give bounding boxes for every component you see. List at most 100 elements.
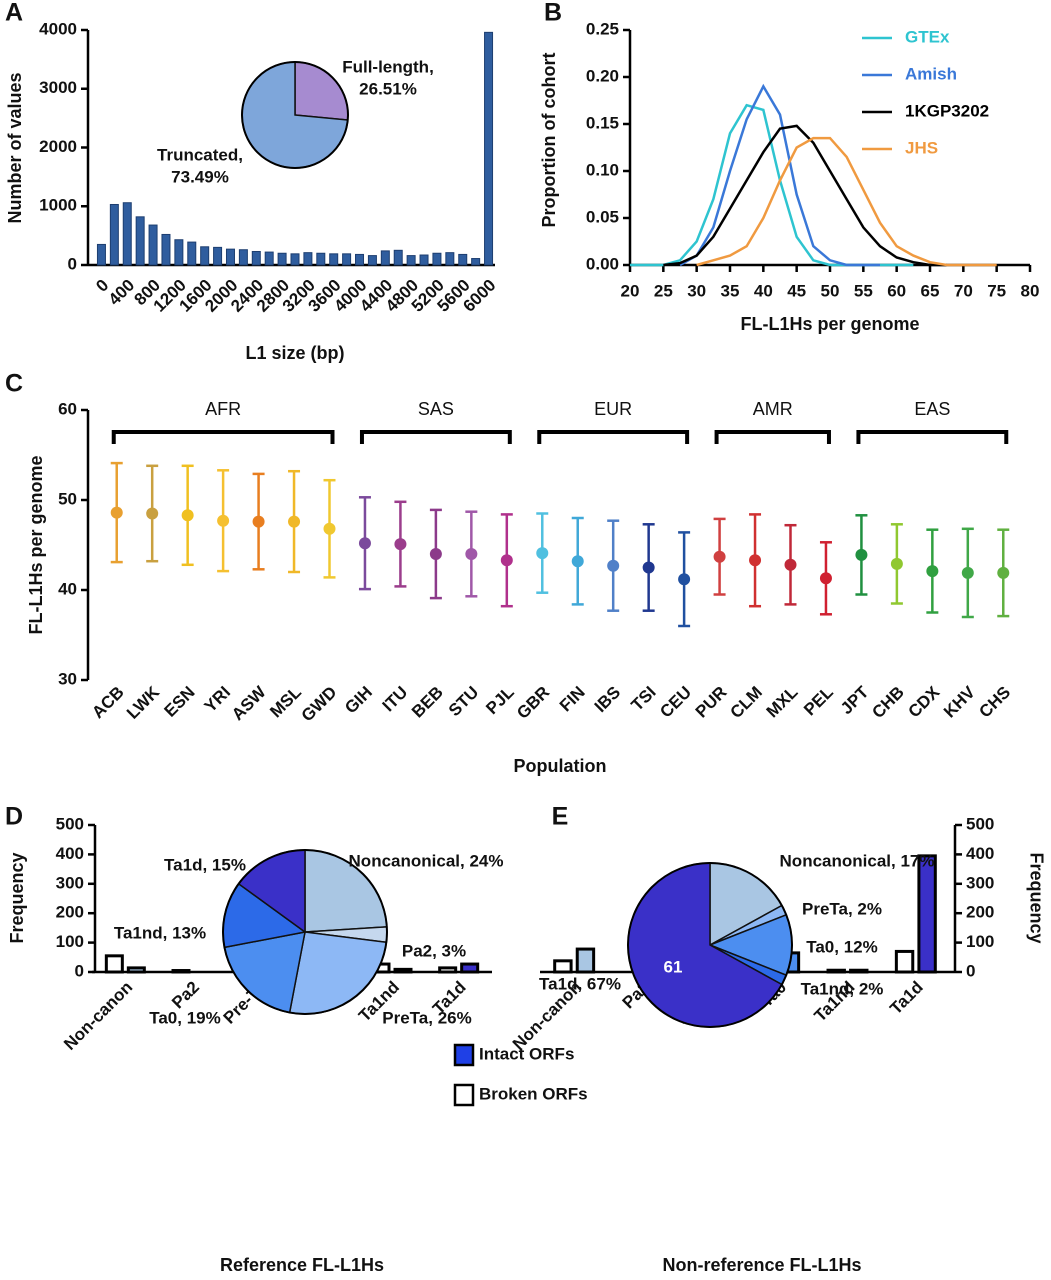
legend-label: Intact ORFs xyxy=(479,1044,574,1063)
bar xyxy=(277,252,287,266)
group-bracket xyxy=(359,430,512,444)
x-tick-label: Ta1d xyxy=(886,978,927,1019)
x-tick-label: ITU xyxy=(379,683,412,716)
y-tick-label: 300 xyxy=(966,873,994,892)
y-tick-label: 60 xyxy=(58,399,77,418)
y-tick-label: 400 xyxy=(966,844,994,863)
mean-point xyxy=(678,573,691,586)
group-bracket xyxy=(111,430,335,444)
x-tick-label: PJL xyxy=(482,683,517,718)
y-tick-label: 3000 xyxy=(39,78,77,97)
group-bracket xyxy=(856,430,1009,444)
mean-point xyxy=(784,558,797,571)
x-tick-label: 25 xyxy=(654,281,673,300)
mean-point xyxy=(713,550,726,563)
bar xyxy=(438,966,458,974)
bar xyxy=(238,249,248,266)
bar xyxy=(148,224,158,266)
bar xyxy=(329,253,339,266)
bar xyxy=(484,31,494,266)
pie-annotation: 61 xyxy=(664,957,683,976)
pie-value-label: 26.51% xyxy=(359,79,417,98)
pie-label: Ta1d, 67% xyxy=(539,974,621,993)
x-tick-label: 70 xyxy=(954,281,973,300)
x-tick-label: MSL xyxy=(266,683,305,722)
y-tick-label: 0.10 xyxy=(586,160,619,179)
legend-label: JHS xyxy=(905,138,938,157)
bar xyxy=(104,954,124,974)
group-label: AMR xyxy=(753,399,793,419)
x-tick-label: PUR xyxy=(692,683,731,722)
bar xyxy=(316,252,326,266)
x-tick-label: 35 xyxy=(721,281,740,300)
pie-label: Ta0, 19% xyxy=(149,1008,221,1027)
x-tick-label: LWK xyxy=(123,682,164,723)
mean-point xyxy=(181,509,194,522)
x-tick-label: 50 xyxy=(821,281,840,300)
group-label: EAS xyxy=(914,399,950,419)
x-tick-label: 80 xyxy=(1021,281,1040,300)
bar xyxy=(894,949,915,974)
x-tick-label: CHS xyxy=(975,683,1014,722)
mean-point xyxy=(394,538,407,551)
x-tick-label: 65 xyxy=(921,281,940,300)
mean-point xyxy=(926,565,939,578)
y-axis-title: Frequency xyxy=(7,852,27,943)
group-bracket xyxy=(714,430,831,444)
bar xyxy=(406,255,416,266)
mean-point xyxy=(323,522,336,535)
line-series xyxy=(696,136,997,267)
x-axis-title: Population xyxy=(514,756,607,776)
x-tick-label: STU xyxy=(445,683,482,720)
mean-point xyxy=(146,507,159,520)
bar xyxy=(122,202,132,266)
x-axis-title: Non-reference FL-L1Hs xyxy=(662,1255,861,1275)
panel-letter: A xyxy=(5,0,23,27)
pie-label: Noncanonical, 24% xyxy=(349,851,504,870)
y-tick-label: 2000 xyxy=(39,137,77,156)
mean-point xyxy=(536,547,549,560)
bar xyxy=(826,968,846,974)
y-tick-label: 0 xyxy=(68,254,77,273)
x-tick-label: IBS xyxy=(591,683,624,716)
y-tick-label: 30 xyxy=(58,669,77,688)
mean-point xyxy=(642,561,655,574)
y-tick-label: 0.00 xyxy=(586,254,619,273)
legend-swatch xyxy=(453,1083,475,1107)
bar xyxy=(575,947,596,974)
x-axis-title: Reference FL-L1Hs xyxy=(220,1255,384,1275)
y-tick-label: 300 xyxy=(56,873,84,892)
legend-swatch xyxy=(453,1043,475,1067)
bar xyxy=(213,246,223,266)
bar xyxy=(393,967,413,974)
mean-point xyxy=(429,548,442,560)
x-tick-label: ACB xyxy=(88,683,127,722)
y-tick-label: 0 xyxy=(966,961,975,980)
x-tick-label: JPT xyxy=(837,682,873,718)
mean-point xyxy=(500,554,513,567)
bar xyxy=(471,258,481,266)
bar xyxy=(174,239,184,266)
group-bracket xyxy=(537,430,690,444)
mean-point xyxy=(288,515,301,528)
x-tick-label: 60 xyxy=(887,281,906,300)
x-tick-label: 45 xyxy=(787,281,806,300)
y-tick-label: 200 xyxy=(966,903,994,922)
bar xyxy=(96,243,106,266)
mean-point xyxy=(217,514,230,527)
panel-letter: B xyxy=(544,0,562,27)
y-tick-label: 4000 xyxy=(39,19,77,38)
y-tick-label: 500 xyxy=(966,814,994,833)
y-tick-label: 200 xyxy=(56,903,84,922)
bar xyxy=(303,252,313,266)
x-tick-label: 75 xyxy=(987,281,1006,300)
pie-label: PreTa, 2% xyxy=(802,899,882,918)
bar xyxy=(109,203,119,266)
y-tick-label: 0 xyxy=(75,961,84,980)
legend-label: 1KGP3202 xyxy=(905,101,989,120)
pie-outline xyxy=(241,61,349,169)
pie-label: Ta0, 12% xyxy=(806,937,878,956)
mean-point xyxy=(571,555,584,568)
x-tick-label: 20 xyxy=(621,281,640,300)
